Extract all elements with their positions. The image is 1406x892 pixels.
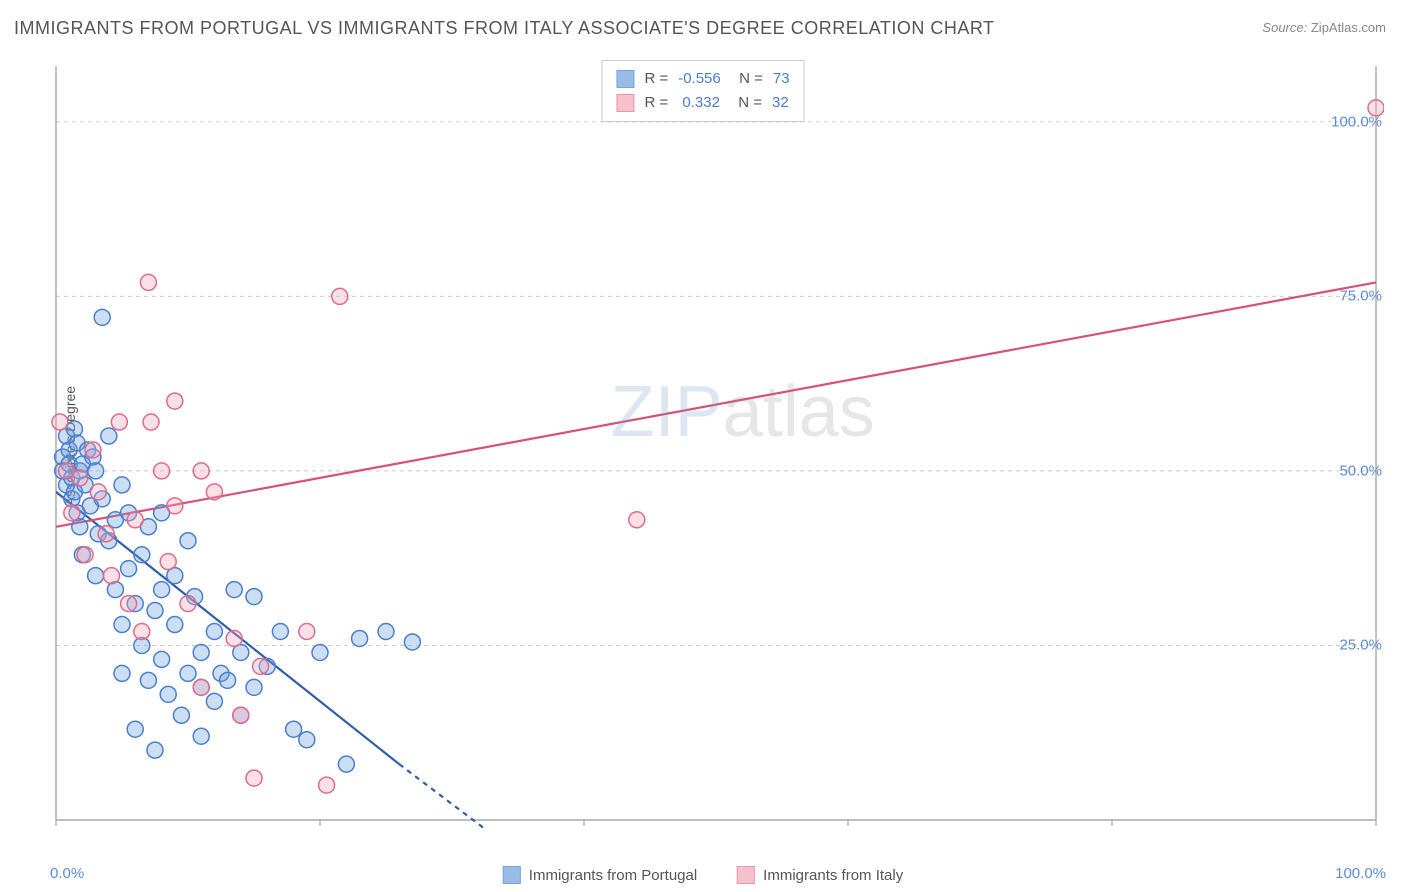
source-attribution: Source: ZipAtlas.com bbox=[1262, 20, 1386, 35]
series-legend: Immigrants from Portugal Immigrants from… bbox=[503, 866, 903, 884]
source-value: ZipAtlas.com bbox=[1311, 20, 1386, 35]
r-label: R = bbox=[644, 91, 668, 115]
swatch-italy bbox=[616, 94, 634, 112]
legend-row-italy: R = 0.332 N = 32 bbox=[616, 91, 789, 115]
y-tick-label: 25.0% bbox=[1339, 637, 1382, 654]
correlation-legend: R = -0.556 N = 73 R = 0.332 N = 32 bbox=[601, 60, 804, 122]
legend-row-portugal: R = -0.556 N = 73 bbox=[616, 67, 789, 91]
x-axis-max-label: 100.0% bbox=[1335, 865, 1386, 882]
n-label: N = bbox=[731, 67, 763, 91]
legend-item-italy: Immigrants from Italy bbox=[737, 866, 903, 884]
swatch-portugal bbox=[503, 866, 521, 884]
r-value-portugal: -0.556 bbox=[678, 67, 721, 91]
swatch-portugal bbox=[616, 70, 634, 88]
chart-area: ZIPatlas bbox=[48, 58, 1384, 828]
x-axis-min-label: 0.0% bbox=[50, 865, 84, 882]
y-tick-label: 75.0% bbox=[1339, 288, 1382, 305]
legend-item-portugal: Immigrants from Portugal bbox=[503, 866, 697, 884]
r-value-italy: 0.332 bbox=[678, 91, 720, 115]
series-name-portugal: Immigrants from Portugal bbox=[529, 867, 697, 884]
chart-title: IMMIGRANTS FROM PORTUGAL VS IMMIGRANTS F… bbox=[14, 18, 995, 39]
n-label: N = bbox=[730, 91, 762, 115]
chart-container: IMMIGRANTS FROM PORTUGAL VS IMMIGRANTS F… bbox=[0, 0, 1406, 892]
series-name-italy: Immigrants from Italy bbox=[763, 867, 903, 884]
n-value-portugal: 73 bbox=[773, 67, 790, 91]
r-label: R = bbox=[644, 67, 668, 91]
y-tick-label: 50.0% bbox=[1339, 462, 1382, 479]
n-value-italy: 32 bbox=[772, 91, 789, 115]
swatch-italy bbox=[737, 866, 755, 884]
source-label: Source: bbox=[1262, 20, 1307, 35]
y-tick-label: 100.0% bbox=[1331, 113, 1382, 130]
scatter-plot-svg bbox=[48, 58, 1384, 828]
